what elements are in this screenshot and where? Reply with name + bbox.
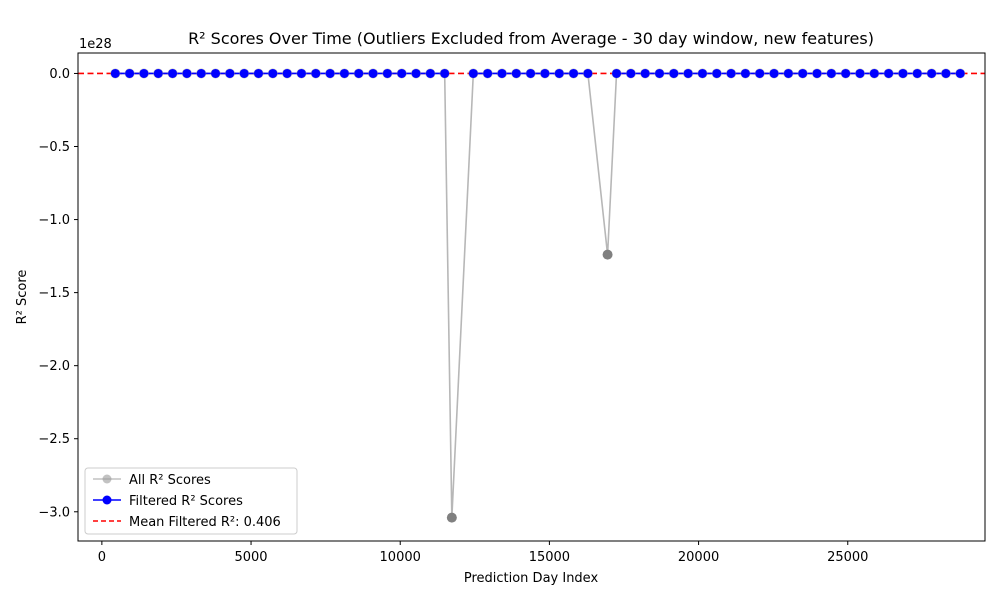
filtered-score-point xyxy=(755,68,765,78)
filtered-score-point xyxy=(826,68,836,78)
y-tick-label: −2.0 xyxy=(38,359,70,374)
legend-mean-label: Mean Filtered R²: 0.406 xyxy=(129,515,281,530)
chart-title: R² Scores Over Time (Outliers Excluded f… xyxy=(188,29,874,48)
outlier-point xyxy=(446,512,457,523)
filtered-score-point xyxy=(869,68,879,78)
filtered-score-point xyxy=(769,68,779,78)
filtered-score-point xyxy=(511,68,521,78)
x-tick-label: 15000 xyxy=(529,550,570,565)
filtered-score-point xyxy=(927,68,937,78)
x-tick-label: 20000 xyxy=(678,550,719,565)
y-tick-label: −3.0 xyxy=(38,505,70,520)
y-tick-label: −1.5 xyxy=(38,286,70,301)
plot-area xyxy=(78,68,985,523)
filtered-score-point xyxy=(425,68,435,78)
filtered-score-point xyxy=(282,68,292,78)
filtered-score-point xyxy=(225,68,235,78)
outlier-point xyxy=(602,249,613,260)
filtered-score-point xyxy=(526,68,536,78)
y-tick-label: −1.0 xyxy=(38,213,70,228)
filtered-score-point xyxy=(898,68,908,78)
y-tick-label: −2.5 xyxy=(38,432,70,447)
filtered-score-point xyxy=(669,68,679,78)
filtered-score-point xyxy=(884,68,894,78)
y-axis: 0.0 −0.5 −1.0 −1.5 −2.0 −2.5 −3.0 xyxy=(38,67,78,520)
filtered-score-point xyxy=(569,68,579,78)
legend-all-label: All R² Scores xyxy=(129,473,211,488)
y-tick-label: 0.0 xyxy=(49,67,70,82)
filtered-score-point xyxy=(612,68,622,78)
filtered-score-point xyxy=(311,68,321,78)
y-axis-title: R² Score xyxy=(15,270,30,325)
x-tick-label: 10000 xyxy=(380,550,421,565)
legend-filtered-label: Filtered R² Scores xyxy=(129,494,243,509)
filtered-score-point xyxy=(182,68,192,78)
filtered-score-point xyxy=(440,68,450,78)
legend-box xyxy=(84,467,298,535)
x-axis-title: Prediction Day Index xyxy=(464,571,599,586)
filtered-score-point xyxy=(740,68,750,78)
axes-frame xyxy=(77,52,986,542)
filtered-score-point xyxy=(239,68,249,78)
filtered-score-point xyxy=(712,68,722,78)
filtered-score-point xyxy=(468,68,478,78)
filtered-score-point xyxy=(841,68,851,78)
filtered-score-point xyxy=(540,68,550,78)
filtered-score-point xyxy=(411,68,421,78)
filtered-score-point xyxy=(941,68,951,78)
filtered-score-point xyxy=(912,68,922,78)
filtered-score-point xyxy=(354,68,364,78)
x-tick-label: 0 xyxy=(98,550,106,565)
filtered-score-point xyxy=(211,68,221,78)
filtered-score-point xyxy=(955,68,965,78)
filtered-score-point xyxy=(855,68,865,78)
filtered-score-point xyxy=(483,68,493,78)
filtered-score-point xyxy=(697,68,707,78)
legend: All R² Scores Filtered R² Scores Mean Fi… xyxy=(84,467,298,535)
y-tick-label: −0.5 xyxy=(38,140,70,155)
filtered-score-point xyxy=(497,68,507,78)
filtered-score-point xyxy=(168,68,178,78)
filtered-score-point xyxy=(798,68,808,78)
x-axis: 0 5000 10000 15000 20000 25000 xyxy=(98,541,868,565)
filtered-score-point xyxy=(812,68,822,78)
filtered-score-point xyxy=(640,68,650,78)
filtered-score-point xyxy=(783,68,793,78)
filtered-score-point xyxy=(368,68,378,78)
legend-all-marker xyxy=(102,474,112,484)
filtered-score-point xyxy=(554,68,564,78)
filtered-score-point xyxy=(254,68,264,78)
x-tick-label: 25000 xyxy=(827,550,868,565)
filtered-score-point xyxy=(153,68,163,78)
y-offset-label: 1e28 xyxy=(79,37,112,52)
filtered-score-point xyxy=(325,68,335,78)
filtered-score-point xyxy=(296,68,306,78)
filtered-score-point xyxy=(726,68,736,78)
filtered-score-point xyxy=(654,68,664,78)
filtered-score-point xyxy=(397,68,407,78)
filtered-score-point xyxy=(139,68,149,78)
x-tick-label: 5000 xyxy=(234,550,267,565)
filtered-score-point xyxy=(382,68,392,78)
filtered-score-point xyxy=(110,68,120,78)
filtered-score-point xyxy=(268,68,278,78)
legend-filtered-marker xyxy=(102,495,112,505)
filtered-score-point xyxy=(196,68,206,78)
filtered-score-point xyxy=(683,68,693,78)
filtered-score-point xyxy=(339,68,349,78)
filtered-score-point xyxy=(626,68,636,78)
filtered-score-point xyxy=(583,68,593,78)
filtered-score-point xyxy=(125,68,135,78)
